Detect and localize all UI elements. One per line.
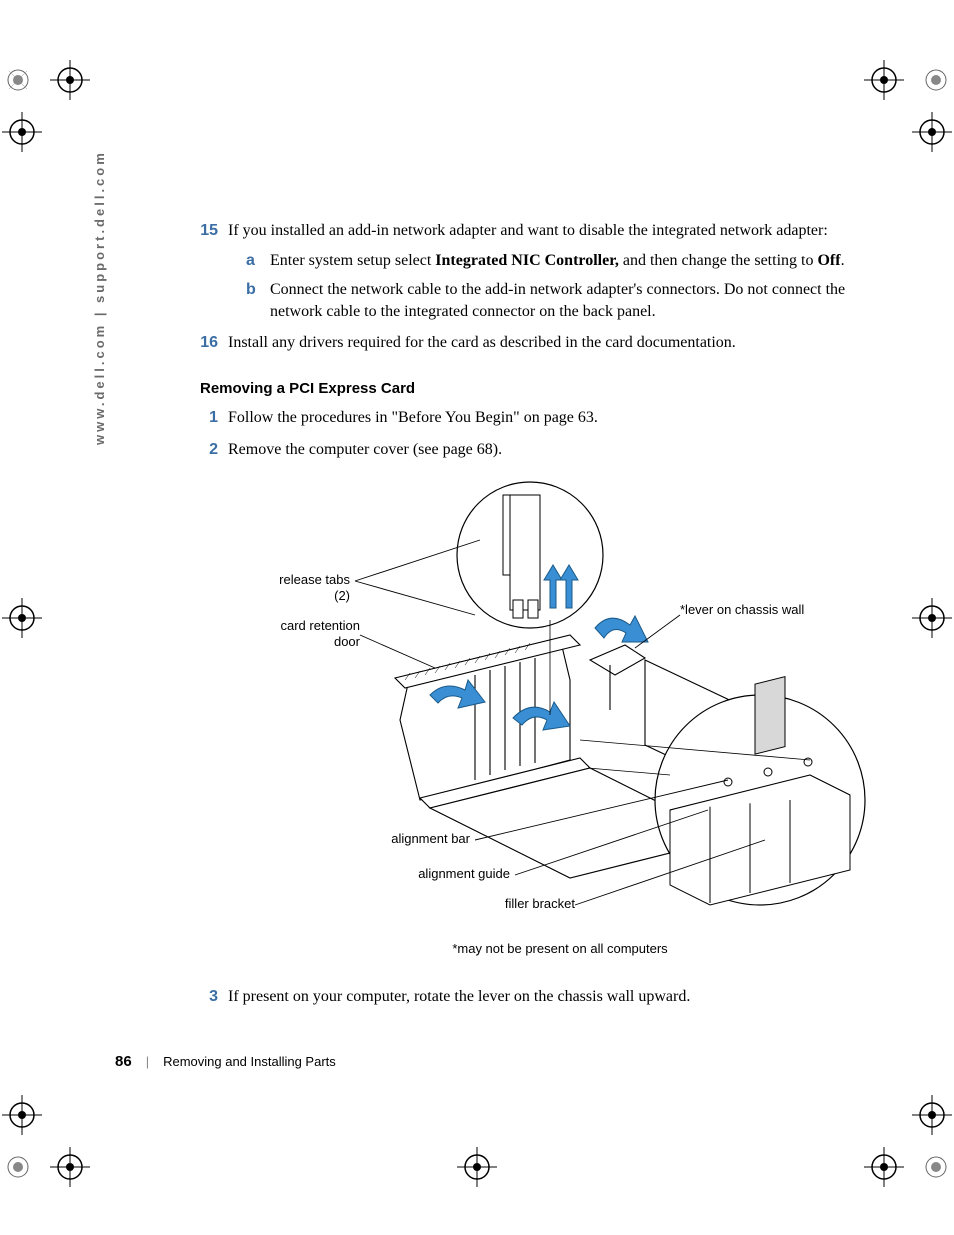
t: Enter system setup select — [270, 252, 435, 269]
step-num: 2 — [200, 439, 228, 461]
crop-mark-br2 — [864, 1147, 904, 1187]
crop-mark-tr2 — [912, 60, 952, 100]
section-heading: Removing a PCI Express Card — [200, 380, 860, 397]
crop-mark-tr — [864, 60, 904, 100]
footer-section: Removing and Installing Parts — [163, 1054, 336, 1069]
step-15: 15 If you installed an add-in network ad… — [200, 220, 860, 322]
step-num: 1 — [200, 407, 228, 429]
crop-mark-tl3 — [2, 112, 42, 152]
crop-mark-br — [912, 1095, 952, 1135]
step-3: 3 If present on your computer, rotate th… — [200, 986, 860, 1008]
step-16: 16 Install any drivers required for the … — [200, 332, 860, 354]
crop-mark-bc — [457, 1147, 497, 1187]
sub-letter: b — [246, 279, 270, 322]
step-body: Install any drivers required for the car… — [228, 332, 860, 354]
figure-caption: *may not be present on all computers — [250, 941, 870, 956]
crop-mark-tl — [2, 60, 42, 100]
crop-mark-br3 — [912, 1147, 952, 1187]
step-1: 1 Follow the procedures in "Before You B… — [200, 407, 860, 429]
step-body: If you installed an add-in network adapt… — [228, 220, 860, 322]
substep-a: a Enter system setup select Integrated N… — [246, 250, 860, 272]
step-num: 15 — [200, 220, 228, 322]
crop-mark-tl2 — [50, 60, 90, 100]
crop-mark-bl3 — [50, 1147, 90, 1187]
crop-mark-bl — [2, 1095, 42, 1135]
footer-separator: | — [146, 1054, 149, 1069]
step-body: If present on your computer, rotate the … — [228, 986, 860, 1008]
sub-letter: a — [246, 250, 270, 272]
step-2: 2 Remove the computer cover (see page 68… — [200, 439, 860, 461]
step-body: Follow the procedures in "Before You Beg… — [228, 407, 860, 429]
step-num: 3 — [200, 986, 228, 1008]
step-body: Remove the computer cover (see page 68). — [228, 439, 860, 461]
crop-mark-mr — [912, 598, 952, 638]
label-lever: *lever on chassis wall — [680, 602, 804, 618]
sub-body: Enter system setup select Integrated NIC… — [270, 250, 860, 272]
figure-diagram: release tabs (2) card retention door *le… — [250, 480, 870, 935]
label-align-bar: alignment bar — [380, 831, 470, 847]
t: . — [841, 252, 845, 269]
label-release-tabs: release tabs (2) — [260, 572, 350, 603]
crop-mark-ml — [2, 598, 42, 638]
crop-mark-bl2 — [2, 1147, 42, 1187]
step-num: 16 — [200, 332, 228, 354]
sub-body: Connect the network cable to the add-in … — [270, 279, 860, 322]
label-align-guide: alignment guide — [405, 866, 510, 882]
t: and then change the setting to — [619, 252, 818, 269]
page-footer: 86 | Removing and Installing Parts — [115, 1053, 336, 1070]
substep-b: b Connect the network cable to the add-i… — [246, 279, 860, 322]
main-content: 15 If you installed an add-in network ad… — [200, 220, 860, 1018]
bold-nic: Integrated NIC Controller, — [435, 252, 619, 269]
label-card-retention: card retention door — [260, 618, 360, 649]
step-text: If you installed an add-in network adapt… — [228, 222, 828, 239]
bold-off: Off — [817, 252, 840, 269]
sidebar-url: www.dell.com | support.dell.com — [92, 150, 107, 445]
crop-mark-tr3 — [912, 112, 952, 152]
label-filler: filler bracket — [495, 896, 575, 912]
page-number: 86 — [115, 1053, 132, 1070]
